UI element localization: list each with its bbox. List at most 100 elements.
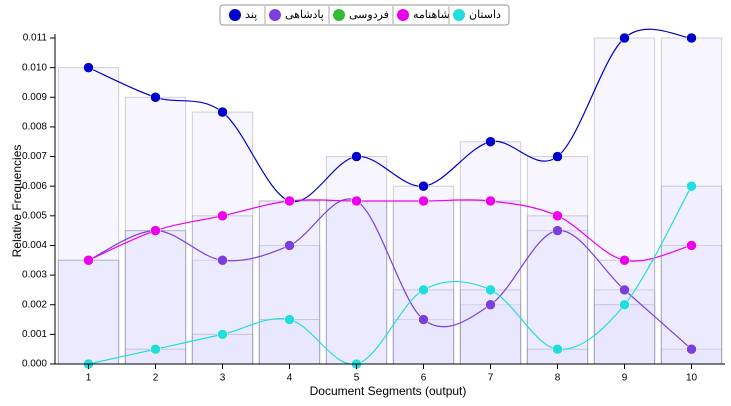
x-tick-label: 5 — [354, 373, 360, 384]
y-tick-label: 0.010 — [22, 62, 47, 73]
bar — [57, 67, 120, 365]
bar — [57, 259, 120, 365]
series-line — [88, 199, 692, 262]
bar — [660, 185, 723, 365]
point — [619, 32, 630, 44]
series-line — [88, 198, 692, 350]
legend-box — [219, 4, 510, 26]
point — [552, 343, 563, 355]
point — [418, 314, 429, 325]
legend-label: شاهنامه — [413, 9, 450, 21]
lines — [83, 28, 697, 370]
point — [217, 255, 228, 266]
point — [217, 329, 228, 340]
point — [150, 343, 161, 355]
y-tick-label: 0.003 — [22, 270, 47, 281]
bar — [258, 319, 321, 365]
y-tick-label: 0.011 — [23, 33, 48, 44]
y-tick-label: 0.006 — [22, 181, 47, 192]
point — [485, 284, 496, 296]
legend-item[interactable]: پند — [229, 9, 257, 21]
bar — [526, 156, 589, 365]
bar — [325, 200, 388, 365]
bar — [191, 259, 254, 365]
y-tick-label: 0.004 — [22, 240, 47, 251]
legend-label: پادشاهی — [285, 9, 324, 21]
bar — [526, 215, 589, 365]
point — [686, 32, 697, 44]
point — [83, 62, 94, 73]
legend-swatch — [229, 9, 241, 21]
legend-swatch — [333, 9, 345, 21]
y-tick-label: 0.005 — [22, 210, 47, 221]
point — [485, 299, 496, 310]
point — [284, 240, 295, 251]
legend-item[interactable]: فردوسی — [333, 9, 389, 21]
legend-label: فردوسی — [349, 9, 389, 21]
x-tick-label: 10 — [686, 373, 698, 384]
x-tick-label: 4 — [287, 373, 293, 384]
x-tick-label: 9 — [622, 373, 628, 384]
y-tick-label: 0.002 — [22, 299, 47, 310]
point — [83, 255, 94, 266]
x-tick-label: 2 — [153, 373, 159, 384]
legend-item[interactable]: پادشاهی — [269, 9, 324, 21]
point — [217, 210, 228, 222]
y-tick-label: 0.007 — [22, 151, 47, 162]
legend-label: پند — [245, 9, 257, 21]
bar — [325, 156, 388, 365]
point — [619, 255, 630, 266]
bar — [124, 230, 187, 365]
bar — [526, 230, 589, 365]
point — [284, 314, 295, 325]
x-tick-label: 7 — [488, 373, 494, 384]
legend-swatch — [269, 9, 281, 21]
point — [150, 225, 161, 236]
bar — [392, 185, 455, 365]
series-line — [88, 28, 692, 203]
point — [686, 240, 697, 251]
point — [418, 195, 429, 207]
point — [485, 136, 496, 147]
y-tick-label: 0.009 — [22, 92, 47, 103]
legend-item[interactable]: داستان — [453, 9, 501, 21]
point — [619, 299, 630, 310]
point — [418, 284, 429, 296]
x-tick-label: 8 — [555, 373, 561, 384]
y-tick-label: 0.001 — [22, 329, 47, 340]
point — [552, 225, 563, 236]
point — [351, 151, 362, 162]
y-axis-label: Relative Frequencies — [10, 145, 24, 258]
x-tick-label: 3 — [220, 373, 226, 384]
x-tick-label: 6 — [421, 373, 427, 384]
legend: پند پادشاهی فردوسی شاهنامه داستان — [219, 4, 510, 26]
point — [686, 180, 697, 192]
bar — [459, 304, 522, 365]
x-axis-label: Document Segments (output) — [310, 384, 467, 398]
legend-item[interactable]: شاهنامه — [397, 9, 450, 21]
bar — [258, 200, 321, 365]
bar — [57, 259, 120, 365]
point — [351, 195, 362, 207]
bar — [593, 304, 656, 365]
series-line — [88, 185, 693, 365]
point — [552, 151, 563, 162]
point — [284, 195, 295, 207]
bar — [392, 289, 455, 365]
axes: 0.000 0.001 0.002 0.003 0.004 0.005 0.006 0.007… — [22, 33, 725, 384]
legend-swatch — [453, 9, 465, 21]
point — [418, 180, 429, 192]
bar — [258, 200, 321, 365]
bar — [660, 37, 723, 365]
y-tick-label: 0.000 — [22, 359, 47, 370]
point — [217, 106, 228, 118]
legend-swatch — [397, 9, 409, 21]
bar — [593, 259, 656, 365]
point — [619, 284, 630, 296]
point — [150, 92, 161, 103]
legend-label: داستان — [469, 9, 501, 21]
point — [485, 195, 496, 207]
point — [686, 343, 697, 355]
y-tick-label: 0.008 — [22, 122, 47, 133]
